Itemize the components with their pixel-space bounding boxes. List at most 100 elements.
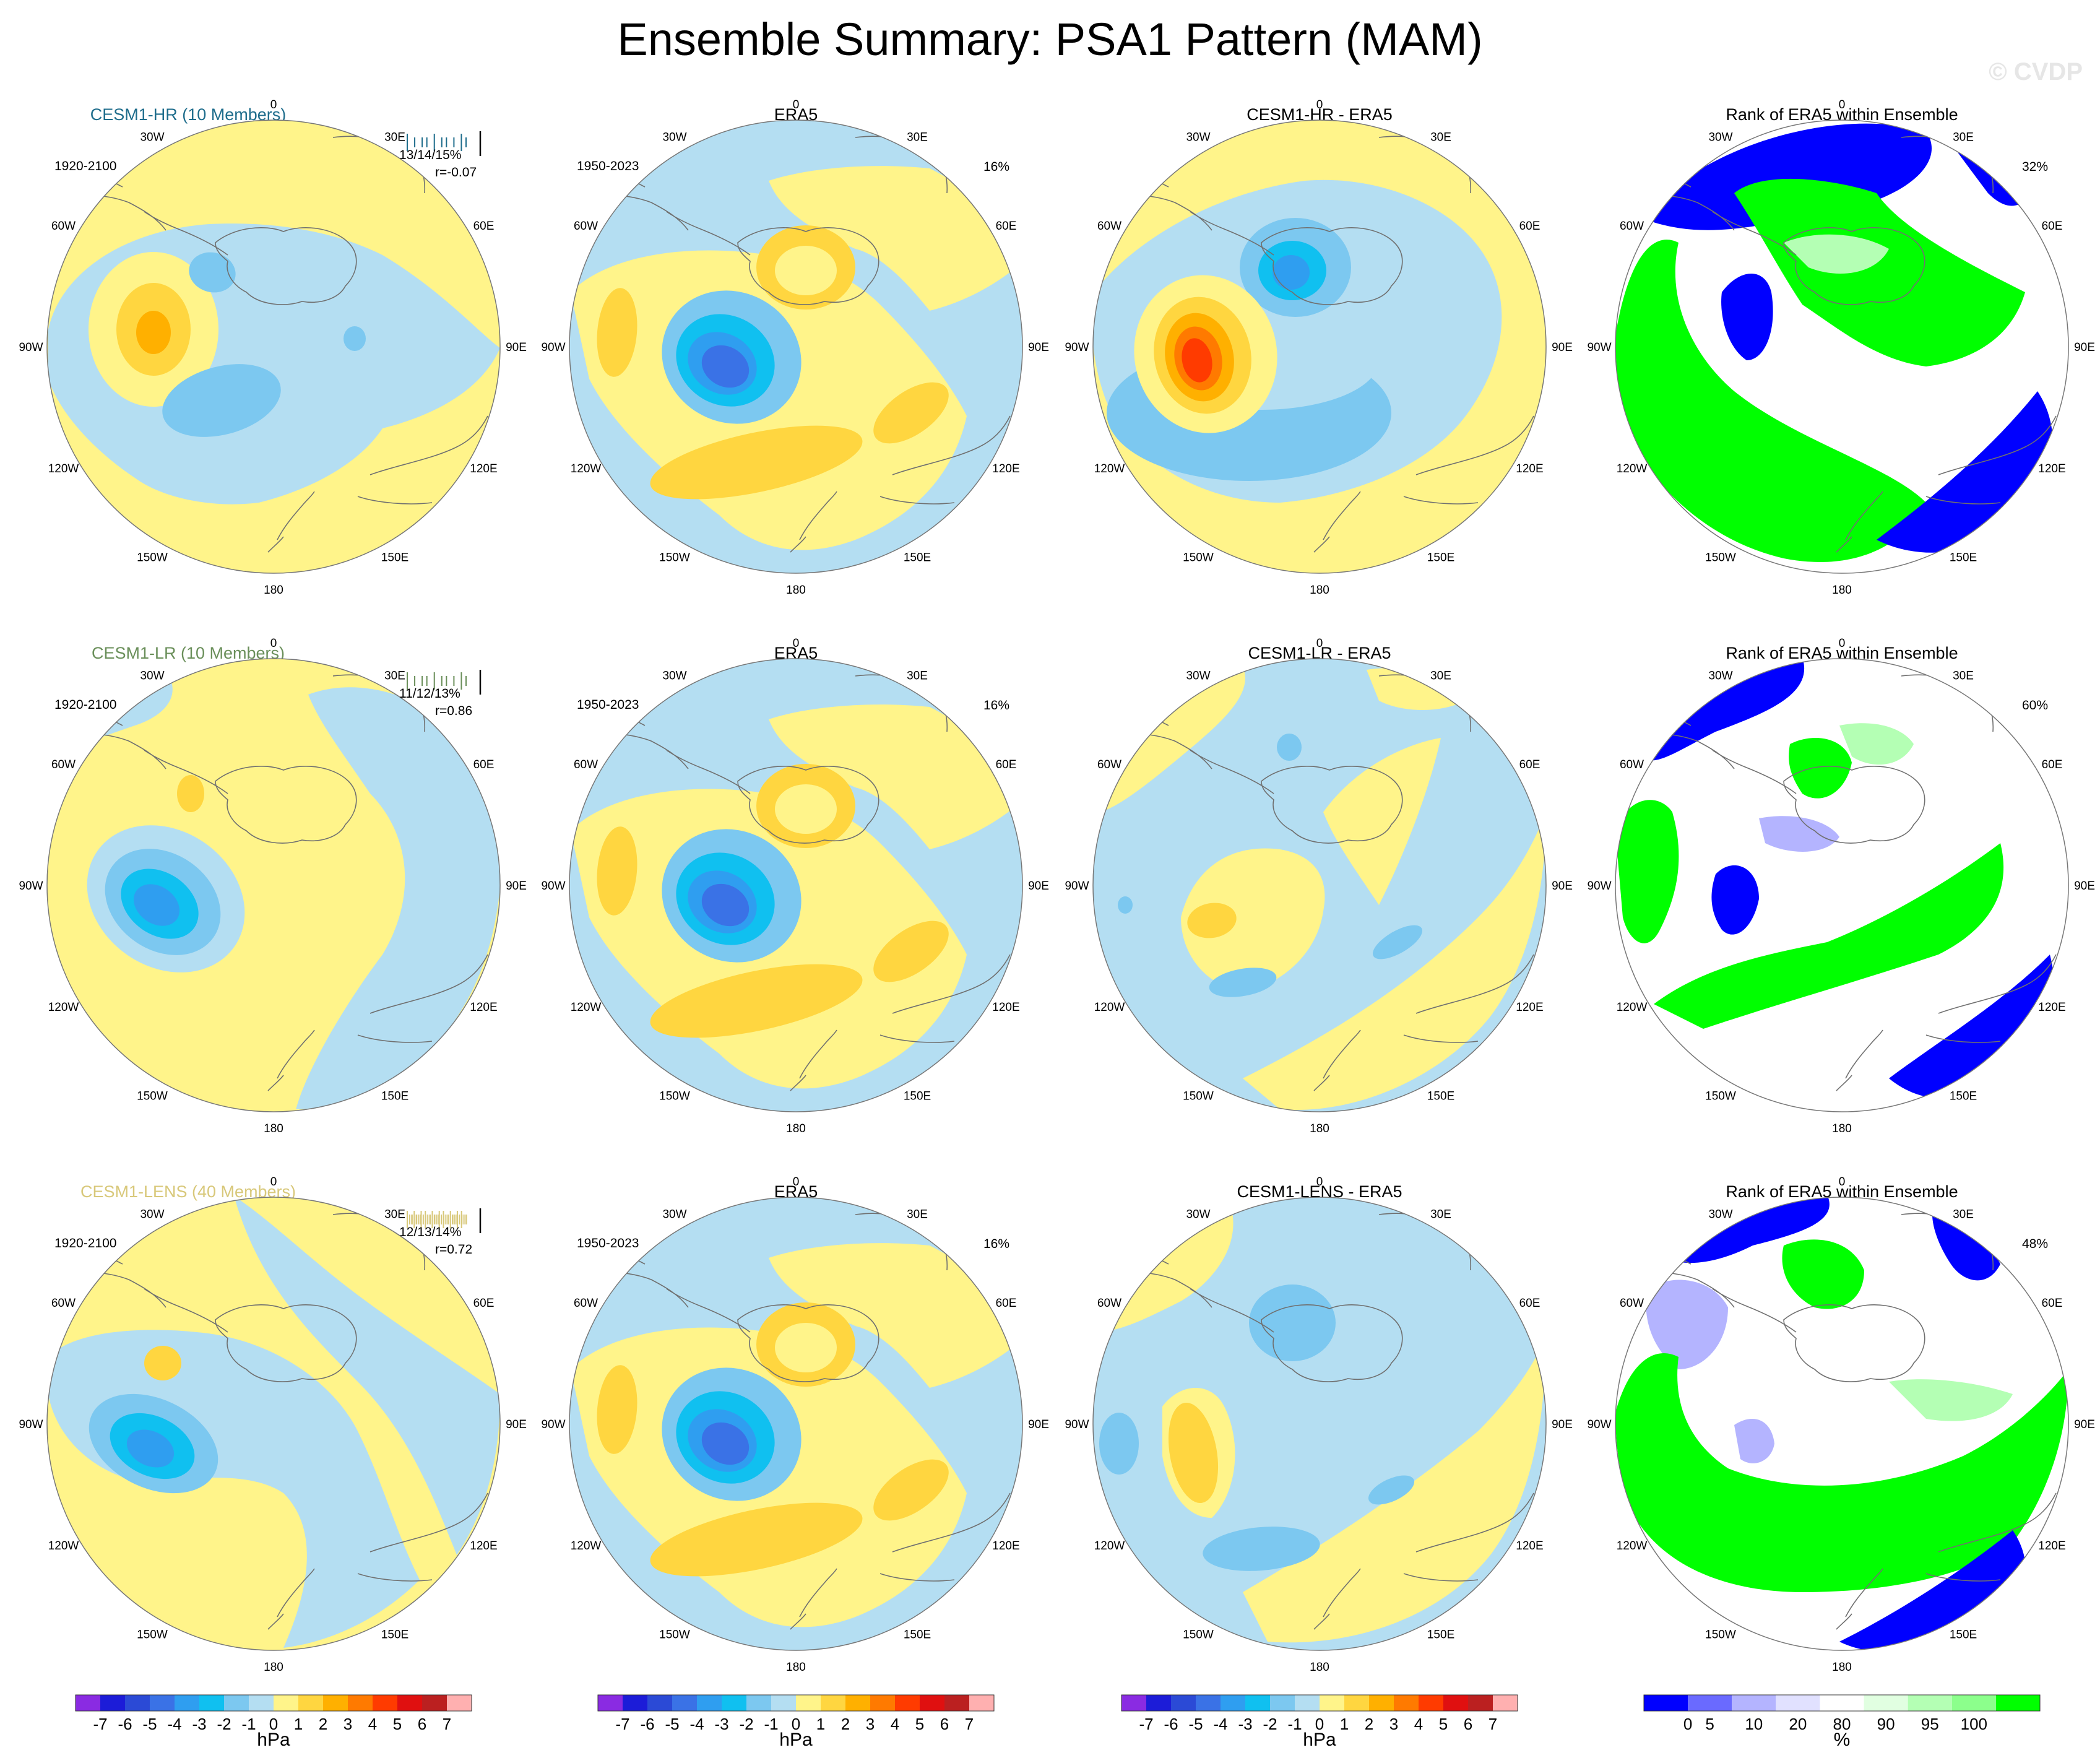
lon-label: 90E xyxy=(506,880,527,893)
coastlines xyxy=(1094,674,1534,1091)
lon-label: 180 xyxy=(786,584,806,597)
lon-label: 150E xyxy=(1950,1089,1977,1102)
colorbar-tick-label: 0 xyxy=(1683,1715,1692,1733)
lon-label: 60W xyxy=(1620,220,1644,233)
lon-label: 90E xyxy=(1552,880,1573,893)
colorbar-swatch xyxy=(796,1695,821,1711)
colorbar-swatch xyxy=(1864,1695,1908,1711)
member-tick-strip xyxy=(407,1208,482,1233)
colorbar-tick-label: 90 xyxy=(1877,1715,1895,1733)
colorbar-swatch xyxy=(249,1695,274,1711)
colorbar-swatch xyxy=(397,1695,422,1711)
lon-label: 0 xyxy=(270,98,277,111)
lon-label: 150E xyxy=(904,551,931,564)
colorbar-swatch xyxy=(598,1695,623,1711)
panel-model-row2: CESM1-LR (10 Members) 0 30E 60E 90E 120E 150E 1… xyxy=(11,608,536,1146)
obs-period: 1950-2023 xyxy=(577,698,639,712)
colorbar-tick-label: 10 xyxy=(1745,1715,1763,1733)
lon-label: 150W xyxy=(137,551,168,564)
lon-label: 150E xyxy=(1950,1628,1977,1641)
colorbar-swatch xyxy=(1121,1695,1146,1711)
lon-label: 120W xyxy=(48,462,79,475)
colorbar-tick-label: 0 xyxy=(1315,1715,1324,1733)
contour-region xyxy=(296,687,500,1109)
contour-region xyxy=(1323,738,1441,905)
colorbar-swatch xyxy=(1820,1695,1864,1711)
panel-rank-row3: Rank of ERA5 within Ensemble 0 30E 60E 90E 12… xyxy=(1579,1146,2100,1685)
lon-label: 120E xyxy=(992,1001,1019,1014)
colorbar-swatch xyxy=(870,1695,895,1711)
lon-label: 30E xyxy=(1953,131,1974,144)
contour-region xyxy=(1784,234,1889,274)
colorbar-swatch xyxy=(422,1695,447,1711)
lon-label: 180 xyxy=(1832,1122,1852,1135)
contour-region xyxy=(769,704,1016,849)
colorbar-tick-label: -7 xyxy=(1139,1715,1153,1733)
model-period: 1920-2100 xyxy=(54,698,117,712)
colorbar-swatch xyxy=(1196,1695,1221,1711)
lon-label: 30W xyxy=(1708,670,1732,683)
map-boundary xyxy=(569,1197,1023,1651)
colorbar-swatch xyxy=(746,1695,771,1711)
contour-region xyxy=(1118,896,1133,914)
colorbar-unit: % xyxy=(1834,1730,1851,1747)
contour-region xyxy=(1373,925,1422,959)
lon-label: 60E xyxy=(473,1297,495,1310)
lon-label: 0 xyxy=(270,637,277,650)
lon-label: 150W xyxy=(1705,1089,1736,1102)
colorbar-frame xyxy=(597,1694,995,1712)
lon-label: 60W xyxy=(51,1297,76,1310)
contour-region xyxy=(133,884,180,926)
contour-region xyxy=(701,1422,750,1465)
lon-label: 0 xyxy=(793,637,800,650)
panel-rank-row2: Rank of ERA5 within Ensemble 0 30E 60E 90E 12… xyxy=(1579,608,2100,1146)
lon-label: 90E xyxy=(1552,341,1573,354)
contour-region xyxy=(597,1365,637,1454)
contour-region xyxy=(597,288,637,377)
lon-label: 60W xyxy=(574,758,598,771)
lon-label: 120W xyxy=(1094,462,1125,475)
lon-label: 120E xyxy=(470,1540,497,1553)
colorbar-tick-label: 3 xyxy=(866,1715,875,1733)
lon-label: 150E xyxy=(904,1089,931,1102)
colorbar-swatch xyxy=(1171,1695,1196,1711)
map-boundary xyxy=(1092,119,1547,574)
colorbar-tick-label: -5 xyxy=(1188,1715,1203,1733)
lon-label: 90W xyxy=(541,880,565,893)
colorbar-tick-label: 4 xyxy=(368,1715,377,1733)
lon-label: 60E xyxy=(2042,1297,2063,1310)
lon-label: 180 xyxy=(264,584,283,597)
lon-label: 150E xyxy=(1950,551,1977,564)
contour-region xyxy=(1277,734,1302,761)
contour-region xyxy=(1249,1284,1336,1361)
colorbar-swatch xyxy=(150,1695,175,1711)
colorbar-swatch xyxy=(1688,1695,1732,1711)
colorbar-tick-label: 5 xyxy=(393,1715,402,1733)
colorbar-swatch xyxy=(920,1695,944,1711)
contour-region xyxy=(775,246,837,295)
lon-label: 150W xyxy=(1183,551,1214,564)
lon-label: 60E xyxy=(473,220,495,233)
colorbar-tick-label: 6 xyxy=(940,1715,949,1733)
lon-label: 90W xyxy=(1065,1418,1089,1431)
lon-label: 180 xyxy=(1310,1661,1329,1674)
lon-label: 60E xyxy=(1519,758,1540,771)
colorbar-swatch xyxy=(1270,1695,1295,1711)
lon-label: 90W xyxy=(19,341,43,354)
colorbar-tick-label: 2 xyxy=(841,1715,850,1733)
lon-label: 30W xyxy=(1186,1208,1210,1221)
colorbar-swatch xyxy=(1776,1695,1820,1711)
hpa-colorbar: -7 -6 -5 -4 -3 -2 -1 0 1 2 3 4 5 6 7 hPa xyxy=(75,1694,472,1747)
lon-label: 150W xyxy=(1705,551,1736,564)
lon-label: 30E xyxy=(1953,670,1974,683)
colorbar-swatch xyxy=(969,1695,994,1711)
lon-label: 30E xyxy=(1430,670,1451,683)
lon-label: 120W xyxy=(1617,1001,1648,1014)
colorbar-tick-label: 4 xyxy=(1414,1715,1423,1733)
colorbar-tick-label: -6 xyxy=(640,1715,654,1733)
map-boundary xyxy=(1615,658,2069,1112)
lon-label: 60E xyxy=(1519,220,1540,233)
lon-label: 60E xyxy=(1519,1297,1540,1310)
colorbar-swatch xyxy=(1245,1695,1270,1711)
contour-region xyxy=(701,883,750,927)
